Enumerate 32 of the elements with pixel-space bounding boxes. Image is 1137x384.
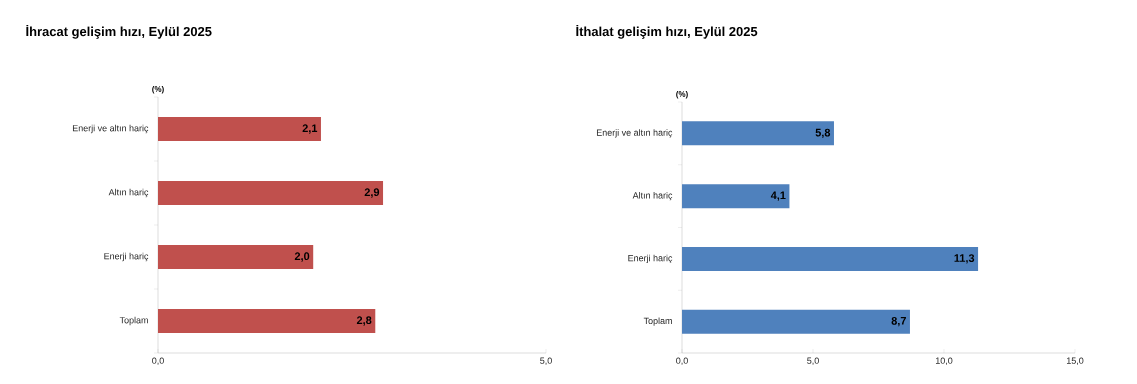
y-tick-label: Enerji hariç	[104, 252, 149, 262]
y-tick-label: Enerji ve altın hariç	[72, 124, 149, 134]
data-label: 11,3	[954, 254, 975, 264]
bar	[682, 246, 979, 271]
bar	[158, 309, 376, 333]
data-label: 2,8	[356, 316, 372, 326]
y-tick-label: Altın hariç	[108, 188, 149, 198]
data-label: 2,0	[294, 252, 310, 262]
bar	[158, 117, 321, 141]
x-tick-label: 15,0	[1066, 357, 1084, 365]
data-label: 2,1	[302, 124, 318, 134]
data-label: 8,7	[891, 316, 906, 327]
chart-title: İthalat gelişim hızı, Eylül 2025	[576, 24, 758, 39]
data-label: 2,9	[364, 188, 380, 198]
bar	[158, 181, 384, 205]
y-tick-label: Altın hariç	[632, 191, 673, 201]
bar	[682, 121, 834, 146]
chart-title: İhracat gelişim hızı, Eylül 2025	[26, 24, 212, 39]
y-tick-label: Toplam	[119, 316, 148, 326]
x-tick-label: 5,0	[540, 357, 552, 365]
x-tick-label: 0,0	[152, 357, 164, 365]
y-tick-label: Toplam	[643, 317, 672, 326]
bar	[158, 245, 314, 269]
y-tick-label: Enerji hariç	[628, 254, 673, 264]
bar	[682, 184, 790, 209]
x-tick-label: 5,0	[807, 357, 819, 365]
data-label: 4,1	[770, 191, 786, 201]
bar	[682, 309, 910, 334]
x-tick-label: 0,0	[676, 357, 688, 365]
y-tick-label: Enerji ve altın hariç	[596, 129, 673, 138]
data-label: 5,8	[815, 128, 831, 139]
x-tick-label: 10,0	[935, 357, 953, 365]
